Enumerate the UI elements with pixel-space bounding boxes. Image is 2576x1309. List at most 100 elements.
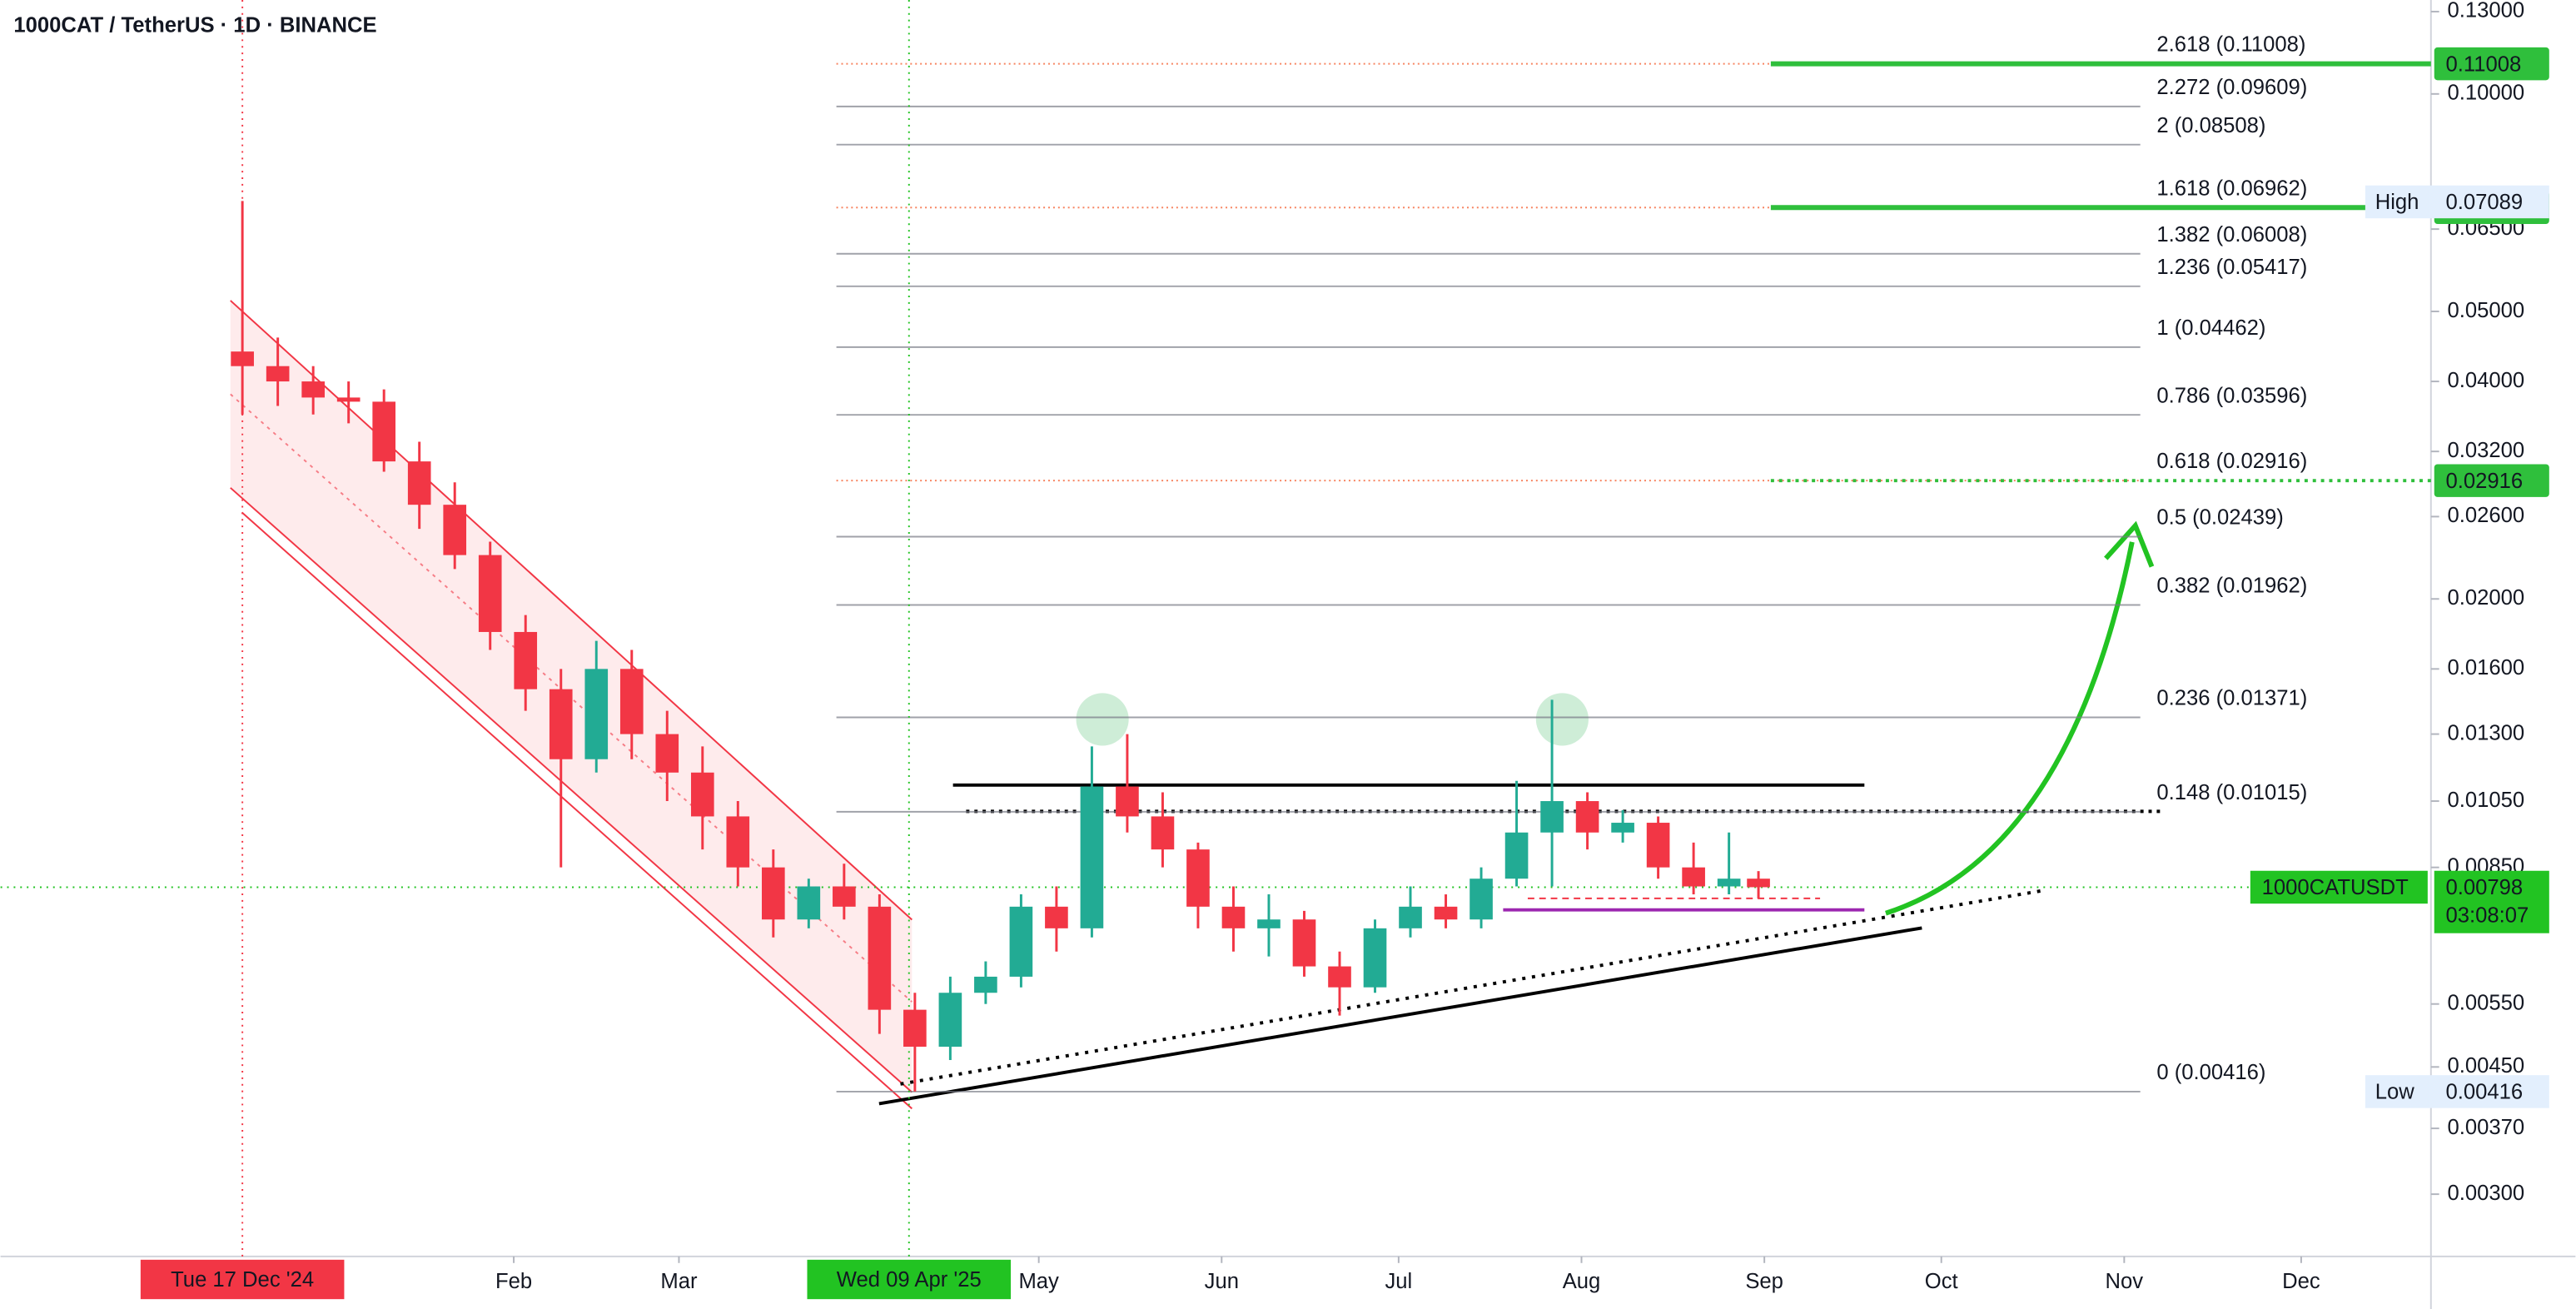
candle-body [1045,906,1068,928]
chart-title: 1000CAT / TetherUS · 1D · BINANCE [13,13,376,37]
candle-body [1009,906,1033,977]
x-tick-label: Nov [2106,1270,2144,1293]
y-tick-label: 0.02000 [2448,586,2525,610]
candle-body [514,631,538,689]
candle-body [1470,878,1493,920]
fib-label: 2.618 (0.11008) [2156,33,2305,57]
candle-body [478,555,502,632]
fib-label: 0.148 (0.01015) [2156,781,2307,804]
tag-bg [2365,1075,2549,1108]
drawings [230,300,2161,1110]
y-tick-label: 0.02600 [2448,504,2525,527]
arrow [1885,541,2135,916]
candle-body [1504,832,1529,879]
candle-body [266,366,290,382]
candle-body [655,734,679,773]
candle-body [833,886,856,907]
fib-label: 0.786 (0.03596) [2156,384,2307,407]
candle-body [797,886,821,920]
y-tick-label: 0.03200 [2448,439,2525,462]
peak-circle [1076,693,1129,746]
candle-body [336,397,361,402]
x-tick-label: Oct [1925,1270,1958,1293]
candle-body [1292,919,1316,967]
x-tick-label: Mar [660,1270,698,1293]
symbol-tag-label: 1000CATUSDT [2262,876,2409,899]
candle-body [1747,878,1770,888]
price-tag [2434,870,2549,933]
fib-label: 0.382 (0.01962) [2156,575,2307,598]
candle-body [301,381,325,398]
fib-label: 0.236 (0.01371) [2156,687,2307,710]
fib-label: 1.236 (0.05417) [2156,256,2307,279]
candle-body [1575,801,1599,833]
y-tick-label: 0.00300 [2448,1182,2525,1205]
date-tag [807,1259,1012,1300]
candle-body [1257,919,1281,928]
symbol-tag [2250,870,2428,904]
candle-body [1080,786,1104,928]
x-tick-label: Aug [1563,1270,1601,1293]
x-tick-label: Dec [2282,1270,2320,1293]
fib-label: 1.382 (0.06008) [2156,223,2307,246]
candle-body [1434,906,1458,920]
x-tick-label: Feb [495,1270,532,1293]
candle-body [407,461,431,505]
tag-bg [2365,185,2549,219]
tag-name: Low [2375,1081,2415,1104]
price-tag-label: 0.11008 [2446,52,2522,76]
candle-body [1540,801,1564,833]
fib-label: 1 (0.04462) [2156,316,2265,340]
y-tick-label: 0.00450 [2448,1054,2525,1078]
trend-line [878,926,1922,1106]
candle-body [938,993,962,1048]
y-tick-label: 0.01300 [2448,721,2525,744]
candle-body [1116,786,1139,817]
candle-body [1221,906,1246,928]
tag-name: High [2375,191,2419,214]
arrow-head [2104,520,2155,568]
candle-body [726,816,750,868]
y-tick-label: 0.05000 [2448,299,2525,322]
y-tick-label: 0.13000 [2448,0,2525,22]
fib-label: 0 (0.00416) [2156,1061,2265,1084]
candle-body [1611,823,1634,833]
candle-body [974,976,997,993]
price-tag-label: 0.02916 [2446,470,2524,493]
fib-label: 2.272 (0.09609) [2156,76,2307,99]
fib-label: 2 (0.08508) [2156,114,2265,137]
candle-body [372,401,396,462]
candle-body [690,772,714,817]
price-tag [2434,464,2549,497]
candle-body [1646,823,1670,868]
candle-body [1399,906,1422,928]
y-tick-label: 0.00370 [2448,1116,2525,1139]
trend-line-dotted [900,888,2046,1086]
y-tick-label: 0.01600 [2448,656,2525,679]
x-tick-label: Jul [1385,1270,1412,1293]
tag-value: 0.00416 [2446,1081,2524,1104]
candle-body [762,867,785,920]
y-tick-label: 0.01050 [2448,789,2525,812]
candle-body [1717,878,1741,887]
candle-body [1328,966,1351,988]
countdown: 03:08:07 [2446,904,2529,928]
candle-body [1151,816,1175,850]
candle-body [903,1009,927,1048]
candle-body [868,906,892,1010]
y-tick-label: 0.10000 [2448,82,2525,105]
candle-body [1186,849,1210,907]
candle-body [1363,928,1387,988]
fib-label: 1.618 (0.06962) [2156,177,2307,200]
candle-body [584,669,609,759]
channel-line [241,511,913,1110]
candle-body [619,669,644,734]
date-tag-label: Tue 17 Dec '24 [171,1268,314,1292]
y-tick-label: 0.04000 [2448,369,2525,392]
fib-label: 0.618 (0.02916) [2156,450,2307,473]
date-tag-label: Wed 09 Apr '25 [837,1268,982,1292]
channel-line [230,300,913,921]
tag-value: 0.07089 [2446,191,2524,214]
